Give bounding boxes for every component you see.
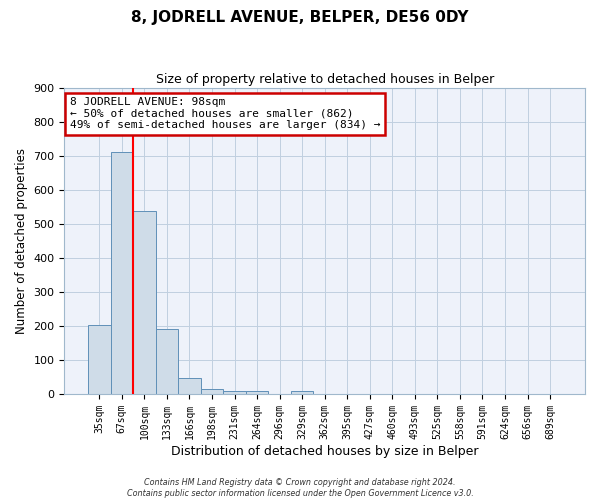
Bar <box>201 389 223 394</box>
Bar <box>110 152 133 394</box>
Title: Size of property relative to detached houses in Belper: Size of property relative to detached ho… <box>155 72 494 86</box>
Text: 8 JODRELL AVENUE: 98sqm
← 50% of detached houses are smaller (862)
49% of semi-d: 8 JODRELL AVENUE: 98sqm ← 50% of detache… <box>70 97 380 130</box>
Bar <box>88 325 110 394</box>
Bar <box>133 211 155 394</box>
X-axis label: Distribution of detached houses by size in Belper: Distribution of detached houses by size … <box>171 444 478 458</box>
Bar <box>178 378 201 394</box>
Bar <box>246 392 268 394</box>
Bar <box>155 328 178 394</box>
Bar <box>291 392 313 394</box>
Text: Contains HM Land Registry data © Crown copyright and database right 2024.
Contai: Contains HM Land Registry data © Crown c… <box>127 478 473 498</box>
Text: 8, JODRELL AVENUE, BELPER, DE56 0DY: 8, JODRELL AVENUE, BELPER, DE56 0DY <box>131 10 469 25</box>
Y-axis label: Number of detached properties: Number of detached properties <box>15 148 28 334</box>
Bar <box>223 390 246 394</box>
